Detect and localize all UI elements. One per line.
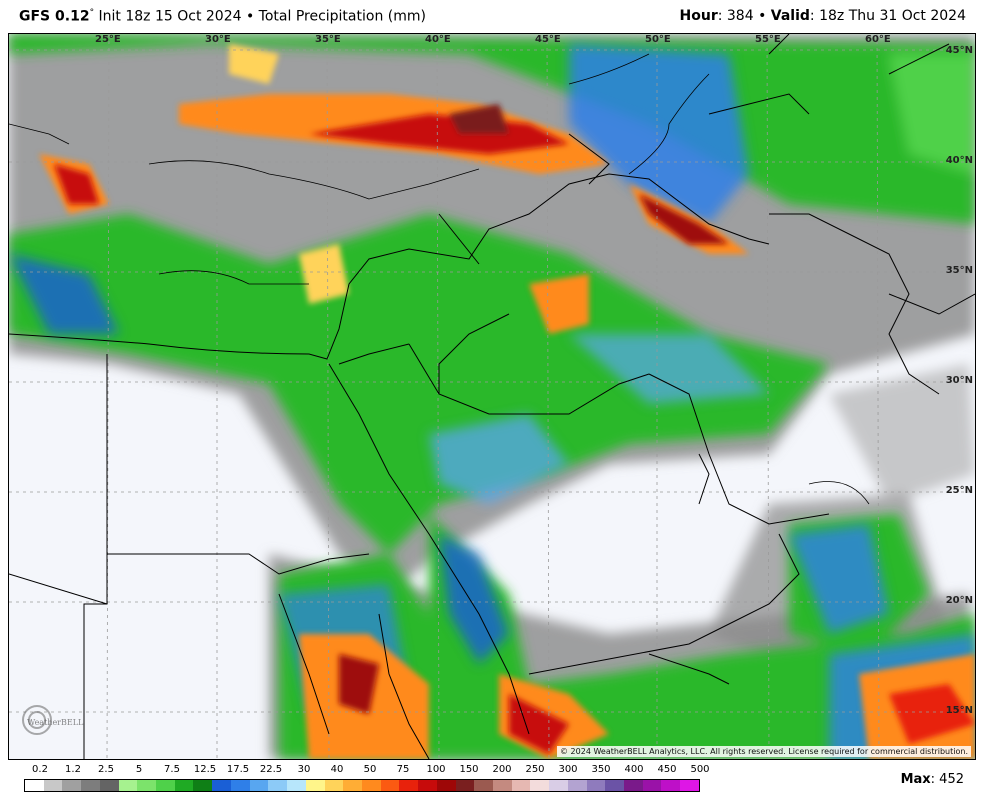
hour-value: : 384 • — [717, 8, 771, 24]
legend-label: 22.5 — [259, 764, 283, 775]
legend-label: 100 — [426, 764, 446, 775]
legend-swatch — [230, 780, 250, 791]
legend-swatch — [474, 780, 493, 791]
legend-swatch — [81, 780, 100, 791]
lon-label-25e: 25°E — [95, 34, 121, 45]
legend-swatch — [25, 780, 44, 791]
legend-swatch — [624, 780, 643, 791]
lat-label-25n: 25°N — [945, 485, 973, 496]
lat-label-20n: 20°N — [945, 595, 973, 606]
legend-swatch — [642, 780, 662, 791]
header-left: GFS 0.12° Init 18z 15 Oct 2024 • Total P… — [19, 8, 426, 25]
legend-swatch — [249, 780, 269, 791]
lat-label-30n: 30°N — [945, 375, 973, 386]
legend-swatch — [661, 780, 681, 791]
legend-swatch — [268, 780, 288, 791]
legend-swatch — [455, 780, 475, 791]
init-info: Init 18z 15 Oct 2024 • Total Precipitati… — [98, 8, 426, 25]
legend-swatch — [361, 780, 381, 791]
lat-label-35n: 35°N — [945, 265, 973, 276]
legend-labels: 0.2 1.2 2.5 5 7.5 12.5 17.5 22.5 30 40 50 75 100 150 2… — [24, 764, 710, 778]
lat-label-15n: 15°N — [945, 705, 973, 716]
legend-label: 250 — [525, 764, 545, 775]
header-right: Hour: 384 • Valid: 18z Thu 31 Oct 2024 — [680, 8, 966, 24]
legend-swatch — [156, 780, 175, 791]
legend-swatch — [567, 780, 587, 791]
legend-swatch — [605, 780, 624, 791]
legend-swatch — [530, 780, 550, 791]
valid-label: Valid — [770, 8, 810, 24]
legend-swatch — [418, 780, 437, 791]
legend-swatch — [399, 780, 419, 791]
max-label: Max — [900, 772, 931, 787]
legend-label: 200 — [492, 764, 512, 775]
hour-label: Hour — [679, 8, 718, 24]
legend-swatch — [680, 780, 699, 791]
coastlines — [9, 53, 870, 505]
header-bar: GFS 0.12° Init 18z 15 Oct 2024 • Total P… — [0, 0, 984, 32]
legend-label: 5 — [135, 764, 143, 775]
legend-label: 7.5 — [164, 764, 180, 775]
legend-swatch — [43, 780, 63, 791]
lon-label-40e: 40°E — [425, 34, 451, 45]
legend-swatch — [62, 780, 82, 791]
legend-label: 350 — [591, 764, 611, 775]
degree-mark: ° — [89, 7, 95, 18]
lon-label-50e: 50°E — [645, 34, 671, 45]
lon-label-60e: 60°E — [865, 34, 891, 45]
valid-value: : 18z Thu 31 Oct 2024 — [809, 8, 966, 24]
max-number: : 452 — [930, 772, 964, 787]
legend-label: 300 — [558, 764, 578, 775]
legend-swatch — [324, 780, 344, 791]
legend-color-bar — [24, 779, 700, 792]
legend-swatch — [492, 780, 512, 791]
legend-label: 450 — [657, 764, 677, 775]
lon-label-45e: 45°E — [535, 34, 561, 45]
copyright-notice: © 2024 WeatherBELL Analytics, LLC. All r… — [557, 746, 971, 757]
weatherbell-logo — [22, 705, 52, 735]
max-value: Max: 452 — [901, 772, 964, 787]
legend-swatch — [99, 780, 119, 791]
legend-label: 400 — [624, 764, 644, 775]
lat-label-40n: 40°N — [945, 155, 973, 166]
legend-label: 500 — [690, 764, 710, 775]
country-borders — [9, 34, 975, 759]
lat-label-45n: 45°N — [945, 45, 973, 56]
lat-lon-grid — [9, 34, 975, 759]
lon-label-30e: 30°E — [205, 34, 231, 45]
legend-swatch — [118, 780, 138, 791]
lon-label-35e: 35°E — [315, 34, 341, 45]
model-name: GFS 0.12 — [19, 8, 90, 25]
legend-swatch — [511, 780, 531, 791]
legend-label: 0.2 — [32, 764, 48, 775]
legend-swatch — [137, 780, 157, 791]
lon-label-55e: 55°E — [755, 34, 781, 45]
legend-label: 50 — [363, 764, 377, 775]
precip-heavy-layer — [54, 104, 975, 754]
precip-legend: 0.2 1.2 2.5 5 7.5 12.5 17.5 22.5 30 40 50 75 100 150 2… — [24, 764, 710, 796]
legend-swatch — [343, 780, 362, 791]
legend-label: 40 — [330, 764, 344, 775]
legend-label: 150 — [459, 764, 479, 775]
legend-swatch — [212, 780, 231, 791]
logo-text: WeatherBELL — [27, 718, 84, 727]
legend-swatch — [436, 780, 456, 791]
precipitation-map[interactable]: 25°E 30°E 35°E 40°E 45°E 50°E 55°E 60°E … — [8, 33, 976, 760]
legend-swatch — [305, 780, 325, 791]
legend-swatch — [380, 780, 400, 791]
legend-swatch — [586, 780, 606, 791]
legend-swatch — [174, 780, 194, 791]
legend-label: 12.5 — [193, 764, 217, 775]
legend-swatch — [549, 780, 568, 791]
map-canvas — [9, 34, 975, 759]
legend-swatch — [287, 780, 306, 791]
legend-label: 2.5 — [98, 764, 114, 775]
legend-label: 17.5 — [226, 764, 250, 775]
legend-swatch — [193, 780, 213, 791]
legend-label: 75 — [396, 764, 410, 775]
legend-label: 1.2 — [65, 764, 81, 775]
legend-label: 30 — [297, 764, 311, 775]
